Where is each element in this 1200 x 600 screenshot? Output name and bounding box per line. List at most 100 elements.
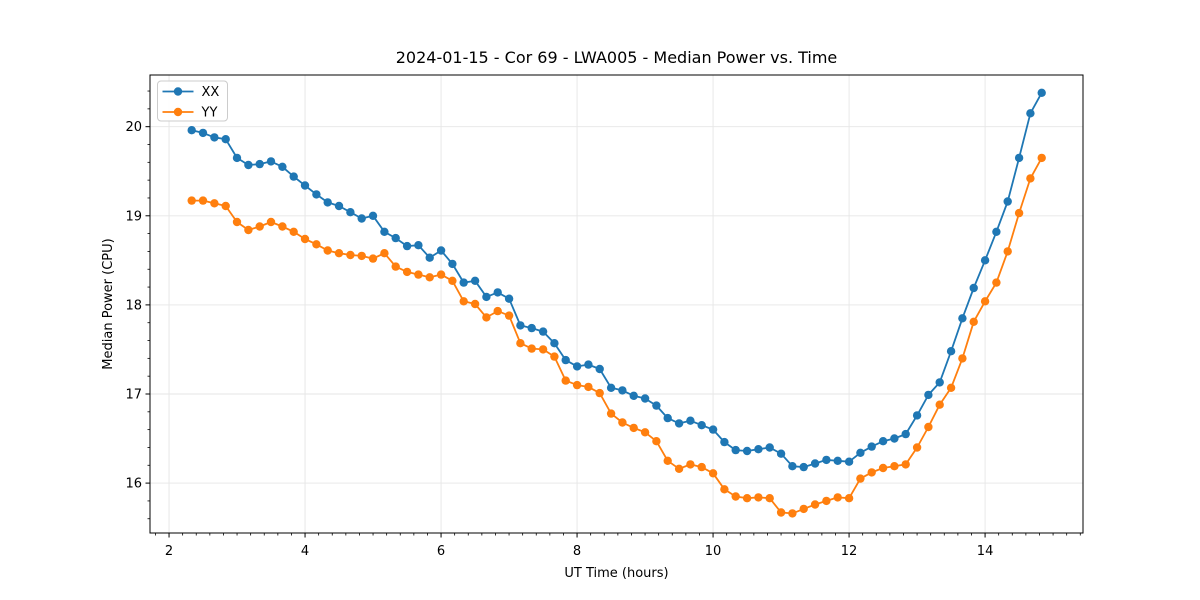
data-point	[822, 496, 831, 506]
data-point	[266, 217, 276, 227]
data-point	[572, 380, 582, 390]
data-point	[572, 362, 582, 371]
data-point	[618, 418, 627, 427]
data-point	[992, 278, 1001, 287]
data-point	[765, 443, 774, 452]
series-yy	[187, 153, 1046, 518]
data-point	[697, 421, 706, 430]
data-point	[606, 383, 616, 392]
plot-border	[149, 74, 1084, 534]
data-point	[346, 250, 355, 260]
data-point	[550, 352, 559, 361]
data-point	[198, 196, 208, 205]
data-point	[810, 500, 820, 509]
data-point	[516, 339, 525, 348]
legend-marker-swatch	[173, 87, 183, 96]
data-point	[1003, 197, 1012, 206]
data-point	[731, 492, 740, 501]
data-point	[867, 442, 876, 451]
data-point	[1037, 88, 1046, 98]
data-point	[980, 297, 990, 306]
data-point	[878, 437, 888, 446]
data-point	[402, 241, 412, 251]
data-point	[436, 246, 446, 255]
data-point	[946, 383, 956, 392]
data-point	[788, 462, 797, 471]
data-point	[742, 446, 752, 456]
data-point	[595, 388, 604, 398]
data-point	[357, 214, 366, 223]
data-point	[561, 376, 570, 385]
y-tick-label: 16	[125, 477, 142, 492]
grid-lines	[150, 75, 1083, 533]
data-point	[210, 199, 219, 208]
series-xx	[187, 88, 1046, 472]
data-point	[312, 240, 321, 249]
data-point	[459, 297, 468, 306]
data-point	[550, 339, 559, 348]
data-point	[380, 227, 389, 236]
data-point	[255, 159, 264, 169]
data-point	[878, 463, 888, 473]
data-point	[844, 457, 854, 466]
data-point	[720, 437, 729, 447]
data-point	[799, 504, 808, 514]
data-point	[527, 323, 536, 333]
data-point	[289, 172, 298, 181]
data-point	[323, 246, 332, 255]
data-point	[482, 292, 491, 302]
data-point	[618, 386, 627, 395]
data-point	[606, 409, 616, 418]
data-point	[187, 196, 196, 205]
data-point	[516, 321, 525, 330]
data-point	[334, 249, 344, 258]
data-point	[278, 222, 287, 231]
data-point	[958, 314, 967, 323]
data-point	[346, 208, 355, 217]
data-point	[357, 251, 366, 261]
x-tick-label: 2	[165, 544, 173, 559]
data-point	[686, 416, 695, 425]
x-axis-label: UT Time (hours)	[564, 566, 668, 581]
data-point	[448, 276, 457, 285]
data-point	[1014, 153, 1024, 163]
data-point	[504, 294, 514, 303]
x-tick-label: 4	[301, 544, 309, 559]
data-point	[640, 394, 650, 403]
data-point	[629, 391, 638, 400]
data-point	[776, 508, 786, 517]
data-point	[323, 198, 332, 207]
data-point	[198, 128, 208, 138]
data-point	[595, 364, 604, 374]
data-point	[629, 423, 638, 433]
legend-entry-xx: XX	[162, 85, 220, 100]
data-point	[221, 201, 230, 211]
data-point	[391, 262, 400, 271]
data-point	[708, 469, 718, 478]
data-point	[459, 278, 468, 287]
data-point	[266, 157, 276, 166]
y-tick-label: 19	[125, 209, 142, 224]
data-point	[674, 419, 684, 428]
data-point	[799, 462, 808, 472]
legend-label: XX	[202, 85, 220, 100]
data-point	[391, 233, 400, 243]
legend-marker-swatch	[173, 107, 183, 117]
data-point	[244, 225, 253, 235]
data-point	[890, 434, 899, 443]
data-point	[255, 222, 264, 231]
data-point	[425, 253, 434, 262]
data-point	[663, 456, 672, 465]
data-point	[992, 227, 1001, 236]
data-point	[232, 217, 242, 227]
x-tick-label: 12	[841, 544, 858, 559]
data-point	[844, 494, 854, 503]
x-tick-label: 10	[705, 544, 722, 559]
data-point	[697, 462, 706, 472]
data-point	[584, 382, 593, 392]
data-point	[493, 306, 502, 316]
data-point	[810, 459, 820, 468]
data-point	[856, 448, 865, 457]
data-point	[901, 429, 910, 439]
